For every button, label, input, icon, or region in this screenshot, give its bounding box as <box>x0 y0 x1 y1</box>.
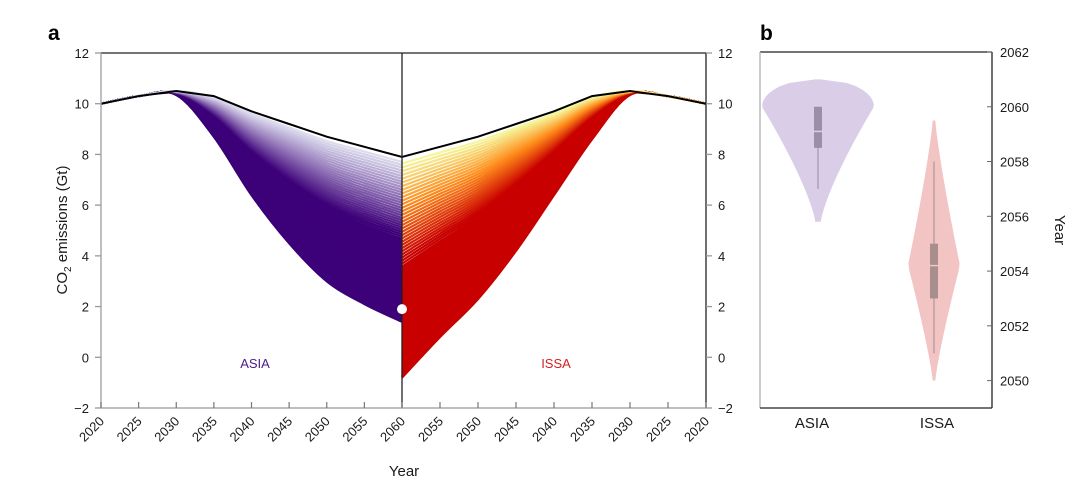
x-tick-label: 2050 <box>302 414 333 445</box>
x-tick-label: 2050 <box>453 414 484 445</box>
x-tick-label: 2030 <box>605 414 636 445</box>
y-tick-label-left: 8 <box>82 147 89 162</box>
b-y-tick-label: 2062 <box>1000 45 1029 60</box>
b-y-tick-label: 2056 <box>1000 209 1029 224</box>
y-axis-title-subscript: 2 <box>63 266 74 272</box>
x-tick-label: 2020 <box>681 414 712 445</box>
y-tick-label-left: 6 <box>82 198 89 213</box>
x-tick-label: 2055 <box>415 414 446 445</box>
asia-ensemble <box>100 90 403 323</box>
b-y-tick-label: 2050 <box>1000 374 1029 389</box>
y-tick-label-right: 10 <box>718 97 732 112</box>
panel-label-a: a <box>48 22 60 45</box>
y-tick-label-right: 0 <box>718 350 725 365</box>
x-axis-title: Year <box>389 463 419 480</box>
panel-b-violins: 2062 2060 2058 2056 2054 2052 2050 ASIA ISSA Y… <box>759 45 1068 432</box>
asia-region-label: ASIA <box>240 356 270 371</box>
y-tick-label-right: −2 <box>718 401 733 416</box>
y-tick-label-right: 4 <box>718 249 725 264</box>
b-y-tick-label: 2054 <box>1000 264 1029 279</box>
y-tick-label-left: 0 <box>82 350 89 365</box>
y-axis-title: CO2 emissions (Gt) <box>54 166 74 295</box>
y-tick-label-right: 8 <box>718 147 725 162</box>
x-tick-label: 2025 <box>643 414 674 445</box>
x-tick-label: 2035 <box>189 414 220 445</box>
y-ticks-right: 12 10 8 6 4 2 0 −2 <box>706 46 733 416</box>
y-ticks-left: 12 10 8 6 4 2 0 −2 <box>74 46 101 416</box>
y-tick-label-right: 2 <box>718 300 725 315</box>
violins <box>762 79 960 381</box>
baseline-line-left <box>100 90 403 158</box>
issa-ensemble <box>401 90 707 379</box>
box-asia <box>814 106 822 148</box>
x-tick-label: 2040 <box>529 414 560 445</box>
x-tick-label: 2045 <box>491 414 522 445</box>
x-tick-label: 2020 <box>76 414 107 445</box>
x-tick-label: 2025 <box>114 414 145 445</box>
b-category-asia: ASIA <box>795 415 829 432</box>
y-axis-title-main: CO <box>54 272 71 295</box>
x-tick-label: 2060 <box>377 414 408 445</box>
y-tick-label-left: 4 <box>82 249 89 264</box>
x-tick-label: 2035 <box>567 414 598 445</box>
baseline-line-right <box>401 90 707 158</box>
issa-region-label: ISSA <box>541 356 571 371</box>
x-tick-label: 2055 <box>339 414 370 445</box>
y-tick-label-left: −2 <box>74 401 89 416</box>
marker-point <box>397 304 407 315</box>
x-tick-label: 2045 <box>264 414 295 445</box>
x-tick-label: 2030 <box>151 414 182 445</box>
y-axis-title-rest: emissions (Gt) <box>54 166 71 267</box>
b-y-tick-label: 2060 <box>1000 100 1029 115</box>
y-tick-label-left: 10 <box>75 97 89 112</box>
b-y-axis-title: Year <box>1051 215 1068 245</box>
x-tick-label: 2040 <box>227 414 258 445</box>
y-tick-label-right: 6 <box>718 198 725 213</box>
box-issa <box>930 243 938 299</box>
panel-label-b: b <box>760 22 773 45</box>
y-tick-label-left: 12 <box>75 46 89 61</box>
y-tick-label-right: 12 <box>718 46 732 61</box>
b-y-tick-label: 2052 <box>1000 319 1029 334</box>
b-y-ticks: 2062 2060 2058 2056 2054 2052 2050 <box>987 45 1029 389</box>
b-category-issa: ISSA <box>920 415 954 432</box>
y-tick-label-left: 2 <box>82 300 89 315</box>
b-y-tick-label: 2058 <box>1000 155 1029 170</box>
